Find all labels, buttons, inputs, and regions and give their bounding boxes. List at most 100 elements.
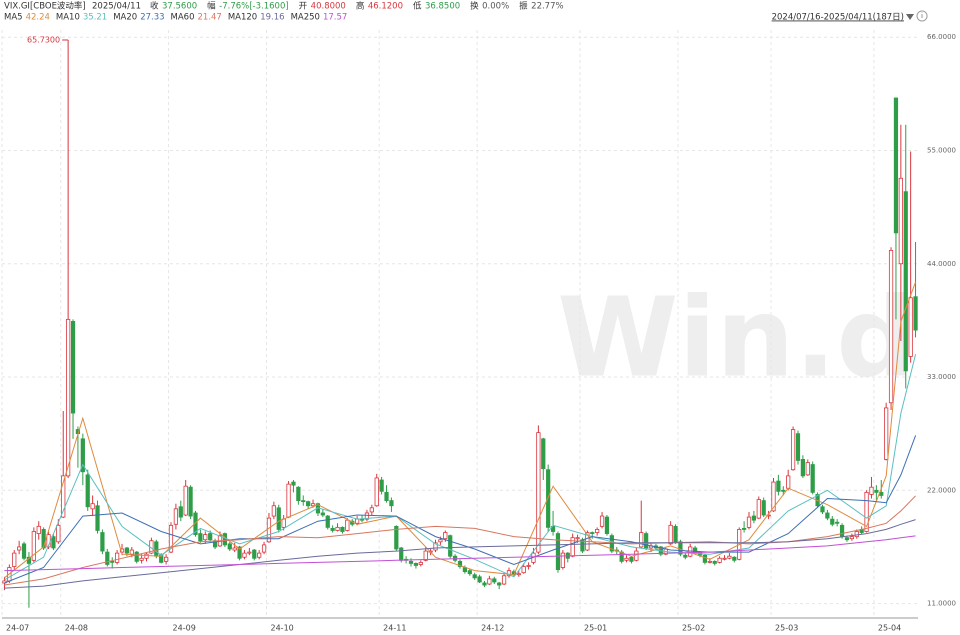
header-label: 收: [150, 1, 159, 12]
candle-body: [423, 550, 428, 561]
candle-body: [198, 533, 203, 542]
candle-body: [516, 573, 521, 576]
dropdown-arrow[interactable]: [906, 14, 914, 20]
header-label: 开: [299, 2, 308, 12]
candle-body: [208, 533, 213, 541]
header-label: 低: [413, 1, 422, 12]
candle-body: [168, 524, 174, 553]
candle-body: [874, 489, 879, 493]
header-value: 40.8000: [311, 2, 346, 12]
ma-line: [4, 535, 916, 572]
candle-body: [800, 459, 806, 477]
candle-body: [193, 512, 198, 535]
candle-body: [340, 526, 345, 532]
candle-body: [835, 521, 840, 524]
candle-body: [222, 533, 227, 546]
candle-body: [746, 516, 752, 528]
candle-body: [310, 503, 316, 507]
candle-body: [364, 512, 370, 520]
candle-body: [790, 429, 796, 471]
legend-name[interactable]: MA250: [291, 13, 320, 23]
legend-value: 35.21: [83, 13, 107, 23]
candle-body: [644, 533, 649, 549]
candle-body: [345, 519, 350, 531]
candle-body: [492, 578, 497, 583]
candle-body: [604, 516, 610, 534]
candle-body: [893, 97, 899, 234]
candle-body: [472, 574, 477, 579]
candle-body: [849, 536, 854, 540]
candle-body: [722, 557, 727, 560]
candle-body: [100, 532, 105, 552]
candle-body: [448, 535, 453, 557]
candle-body: [399, 547, 404, 561]
candle-body: [707, 560, 712, 563]
candle-body: [482, 582, 487, 586]
candle-body: [70, 321, 76, 414]
candle-body: [12, 552, 17, 567]
candle-body: [506, 570, 512, 577]
candle-body: [702, 554, 708, 563]
candle-body: [629, 556, 634, 562]
candle-body: [306, 501, 311, 507]
legend-name[interactable]: MA20: [113, 13, 137, 23]
header-label: 振: [519, 1, 528, 12]
candle-body: [526, 565, 531, 567]
candle-body: [418, 561, 423, 565]
x-tick-label: 24-11: [383, 624, 406, 633]
legend-value: 17.57: [323, 13, 347, 23]
candle-body: [369, 507, 374, 513]
candle-body: [776, 480, 781, 492]
candle-body: [683, 554, 688, 558]
legend-value: 21.47: [198, 13, 222, 23]
candle-body: [384, 491, 389, 502]
candle-body: [394, 525, 399, 550]
legend-name[interactable]: MA10: [56, 13, 80, 23]
ma-line: [4, 495, 916, 586]
legend-value: 19.16: [260, 13, 284, 23]
candle-body: [389, 500, 394, 507]
candle-body: [178, 506, 183, 518]
candle-body: [678, 541, 683, 555]
candle-body: [335, 526, 340, 531]
candle-body: [555, 533, 561, 571]
candle-body: [408, 560, 414, 564]
candle-body: [183, 485, 188, 516]
candle-body: [41, 529, 46, 549]
candle-body: [830, 518, 835, 525]
candle-body: [296, 486, 301, 502]
candle-body: [771, 481, 776, 512]
legend-name[interactable]: MA5: [4, 13, 23, 23]
legend-name[interactable]: MA120: [228, 13, 257, 23]
candle-body: [741, 528, 747, 530]
candle-body: [599, 515, 605, 527]
candle-body: [355, 518, 360, 524]
help-icon[interactable]: [916, 10, 928, 22]
candle-body: [227, 543, 232, 550]
x-tick-label: 24-08: [65, 624, 88, 633]
candle-body: [570, 537, 575, 557]
candle-body: [188, 486, 193, 517]
candle-body: [536, 432, 541, 553]
symbol: VIX.GI[CBOE波动率]: [4, 1, 86, 12]
candle-body: [820, 506, 825, 513]
candle-body: [85, 474, 90, 508]
candle-body: [203, 534, 208, 541]
candle-body: [668, 524, 673, 545]
candle-body: [457, 560, 463, 567]
candle-body: [756, 499, 761, 519]
candle-body: [501, 575, 507, 585]
candle-body: [433, 542, 438, 551]
candle-body: [624, 557, 629, 561]
legend-value: 27.33: [140, 13, 164, 23]
candle-body: [325, 515, 330, 528]
candle-body: [467, 570, 472, 575]
candle-body: [134, 551, 139, 562]
legend-name[interactable]: MA60: [171, 13, 195, 23]
candle-body: [281, 518, 286, 528]
x-tick-label: 25-02: [682, 624, 705, 633]
range-label[interactable]: 2024/07/16-2025/04/11(187日): [772, 13, 904, 23]
candle-body: [825, 512, 830, 519]
header-value: 36.8500: [425, 2, 460, 12]
